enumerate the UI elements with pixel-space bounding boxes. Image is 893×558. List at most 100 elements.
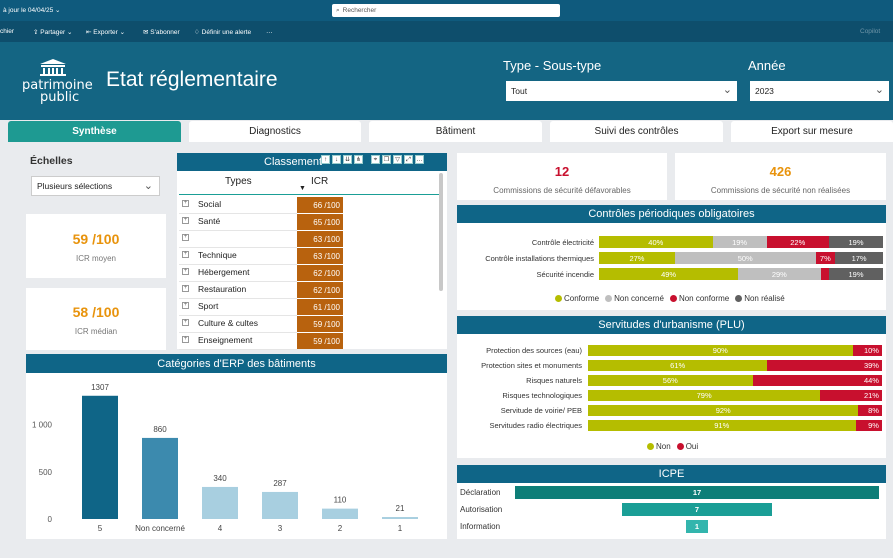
update-date-dropdown[interactable]: à jour le 04/04/25 ⌄ <box>3 6 61 14</box>
expand-icon[interactable]: + <box>182 302 189 309</box>
file-menu[interactable]: chier <box>0 28 15 35</box>
expand-icon[interactable]: + <box>182 200 189 207</box>
icpe-label: Information <box>460 522 501 531</box>
table-row[interactable]: + Enseignement 59 /100 <box>179 333 437 350</box>
controle-segment[interactable]: 50% <box>674 252 816 264</box>
filter-icon[interactable]: ▽ <box>393 155 402 164</box>
share-button[interactable]: ⇪ Partager ⌄ <box>33 29 73 36</box>
table-row[interactable]: + Culture & cultes 59 /100 <box>179 316 437 333</box>
legend-oui[interactable]: Oui <box>676 442 698 451</box>
servitude-non-segment[interactable]: 61% <box>588 360 768 371</box>
controle-segment[interactable]: 17% <box>835 252 883 264</box>
erp-bar[interactable] <box>202 486 238 519</box>
year-filter-select[interactable]: 2023 ⌄ <box>750 81 889 101</box>
col-header-types[interactable]: Types <box>225 176 252 187</box>
tab-diagnostics[interactable]: Diagnostics <box>189 121 361 142</box>
erp-bar[interactable] <box>262 491 298 519</box>
copy-icon[interactable]: ❐ <box>382 155 391 164</box>
table-row[interactable]: + Hébergement 62 /100 <box>179 265 437 282</box>
legend-non[interactable]: Non <box>647 442 671 451</box>
icpe-bar[interactable]: 1 <box>686 520 708 533</box>
focus-mode-icon[interactable]: ⤢ <box>404 155 413 164</box>
erp-bar[interactable] <box>382 517 418 519</box>
share-label: Partager <box>40 29 66 36</box>
controle-segment[interactable]: 29% <box>738 268 821 280</box>
expand-all-icon[interactable]: ⇊ <box>343 155 352 164</box>
expand-icon[interactable]: + <box>182 285 189 292</box>
erp-bar-chart: 1 000 500 0 1307 5 860 Non concerné 340 4 287 3 110… <box>32 383 418 533</box>
legend-non-concerne[interactable]: Non concerné <box>605 294 664 303</box>
controle-segment[interactable]: 19% <box>829 236 883 248</box>
controle-segment[interactable]: 7% <box>815 252 836 264</box>
controle-segment[interactable]: 19% <box>829 268 883 280</box>
expand-icon[interactable]: + <box>182 268 189 275</box>
tab-suivi-controles[interactable]: Suivi des contrôles <box>550 121 723 142</box>
servitude-oui-segment[interactable]: 21% <box>820 390 882 401</box>
servitude-label: Risques technologiques <box>502 391 582 400</box>
row-icr: 62 /100 <box>297 282 343 298</box>
tab-export[interactable]: Export sur mesure <box>731 121 893 142</box>
pin-icon[interactable]: ⌖ <box>371 155 380 164</box>
drill-up-icon[interactable]: ↑ <box>321 155 330 164</box>
controle-segment[interactable]: 40% <box>599 236 713 248</box>
table-row[interactable]: + Santé 65 /100 <box>179 214 437 231</box>
type-filter-select[interactable]: Tout ⌄ <box>506 81 737 101</box>
echelles-select[interactable]: Plusieurs sélections ⌄ <box>31 176 160 196</box>
table-row[interactable]: + Restauration 62 /100 <box>179 282 437 299</box>
table-row[interactable]: + Social 66 /100 <box>179 197 437 214</box>
table-row[interactable]: + Sport 61 /100 <box>179 299 437 316</box>
erp-bar[interactable] <box>142 437 178 519</box>
kpi-commissions-non-realisees: 426 Commissions de sécurité non réalisée… <box>675 153 886 200</box>
icpe-bar[interactable]: 7 <box>622 503 772 516</box>
table-row[interactable]: +63 /100 <box>179 231 437 248</box>
legend-conforme[interactable]: Conforme <box>555 294 599 303</box>
servitude-non-segment[interactable]: 56% <box>588 375 753 386</box>
subscribe-button[interactable]: ✉ S'abonner <box>143 28 180 36</box>
visual-header-icons: ↑ ↓ ⇊ ⋔ ⌖ ❐ ▽ ⤢ … <box>321 155 424 164</box>
search-input[interactable]: ⌕ Rechercher <box>332 4 560 17</box>
legend-non-conforme[interactable]: Non conforme <box>669 294 729 303</box>
export-icon: ⇤ <box>86 29 92 36</box>
erp-bar[interactable] <box>322 508 358 519</box>
export-button[interactable]: ⇤ Exporter ⌄ <box>86 29 126 36</box>
more-options-icon[interactable]: … <box>415 155 424 164</box>
expand-icon[interactable]: + <box>182 217 189 224</box>
controle-segment[interactable]: 27% <box>599 252 675 264</box>
servitude-non-segment[interactable]: 92% <box>588 405 859 416</box>
servitude-oui-segment[interactable]: 10% <box>852 345 882 356</box>
row-divider <box>179 332 297 333</box>
hierarchy-icon[interactable]: ⋔ <box>354 155 363 164</box>
legend-non-realise[interactable]: Non réalisé <box>735 294 785 303</box>
servitude-non-segment[interactable]: 90% <box>588 345 853 356</box>
servitude-oui-segment[interactable]: 9% <box>855 420 882 431</box>
servitude-oui-segment[interactable]: 44% <box>752 375 882 386</box>
table-row[interactable]: + Technique 63 /100 <box>179 248 437 265</box>
controle-segment[interactable]: 49% <box>599 268 739 280</box>
tab-batiment[interactable]: Bâtiment <box>369 121 542 142</box>
set-alert-button[interactable]: ♢ Définir une alerte <box>194 28 251 36</box>
copilot-button[interactable]: Copilot <box>860 28 881 35</box>
table-scrollbar[interactable] <box>439 173 443 291</box>
expand-icon[interactable]: + <box>182 319 189 326</box>
tab-synthese[interactable]: Synthèse <box>8 121 181 142</box>
icpe-bar[interactable]: 17 <box>515 486 879 499</box>
legend-conforme-label: Conforme <box>564 294 600 303</box>
controle-segment[interactable]: 22% <box>766 236 830 248</box>
expand-icon[interactable]: + <box>182 336 189 343</box>
controle-segment[interactable] <box>820 268 830 280</box>
servitude-oui-segment[interactable]: 39% <box>767 360 882 371</box>
erp-bar[interactable] <box>82 395 118 519</box>
drill-down-icon[interactable]: ↓ <box>332 155 341 164</box>
controle-segment[interactable]: 19% <box>712 236 767 248</box>
expand-icon[interactable]: + <box>182 251 189 258</box>
col-header-icr[interactable]: ICR <box>311 176 329 187</box>
servitude-label: Risques naturels <box>526 376 582 385</box>
y-tick-label: 0 <box>48 515 53 524</box>
servitude-non-segment[interactable]: 91% <box>588 420 856 431</box>
servitude-non-segment[interactable]: 79% <box>588 390 821 401</box>
more-button[interactable]: … <box>266 28 273 35</box>
expand-icon[interactable]: + <box>182 234 189 241</box>
servitude-oui-segment[interactable]: 8% <box>858 405 882 416</box>
type-filter-label: Type - Sous-type <box>503 58 602 73</box>
row-type: Social <box>198 199 222 209</box>
